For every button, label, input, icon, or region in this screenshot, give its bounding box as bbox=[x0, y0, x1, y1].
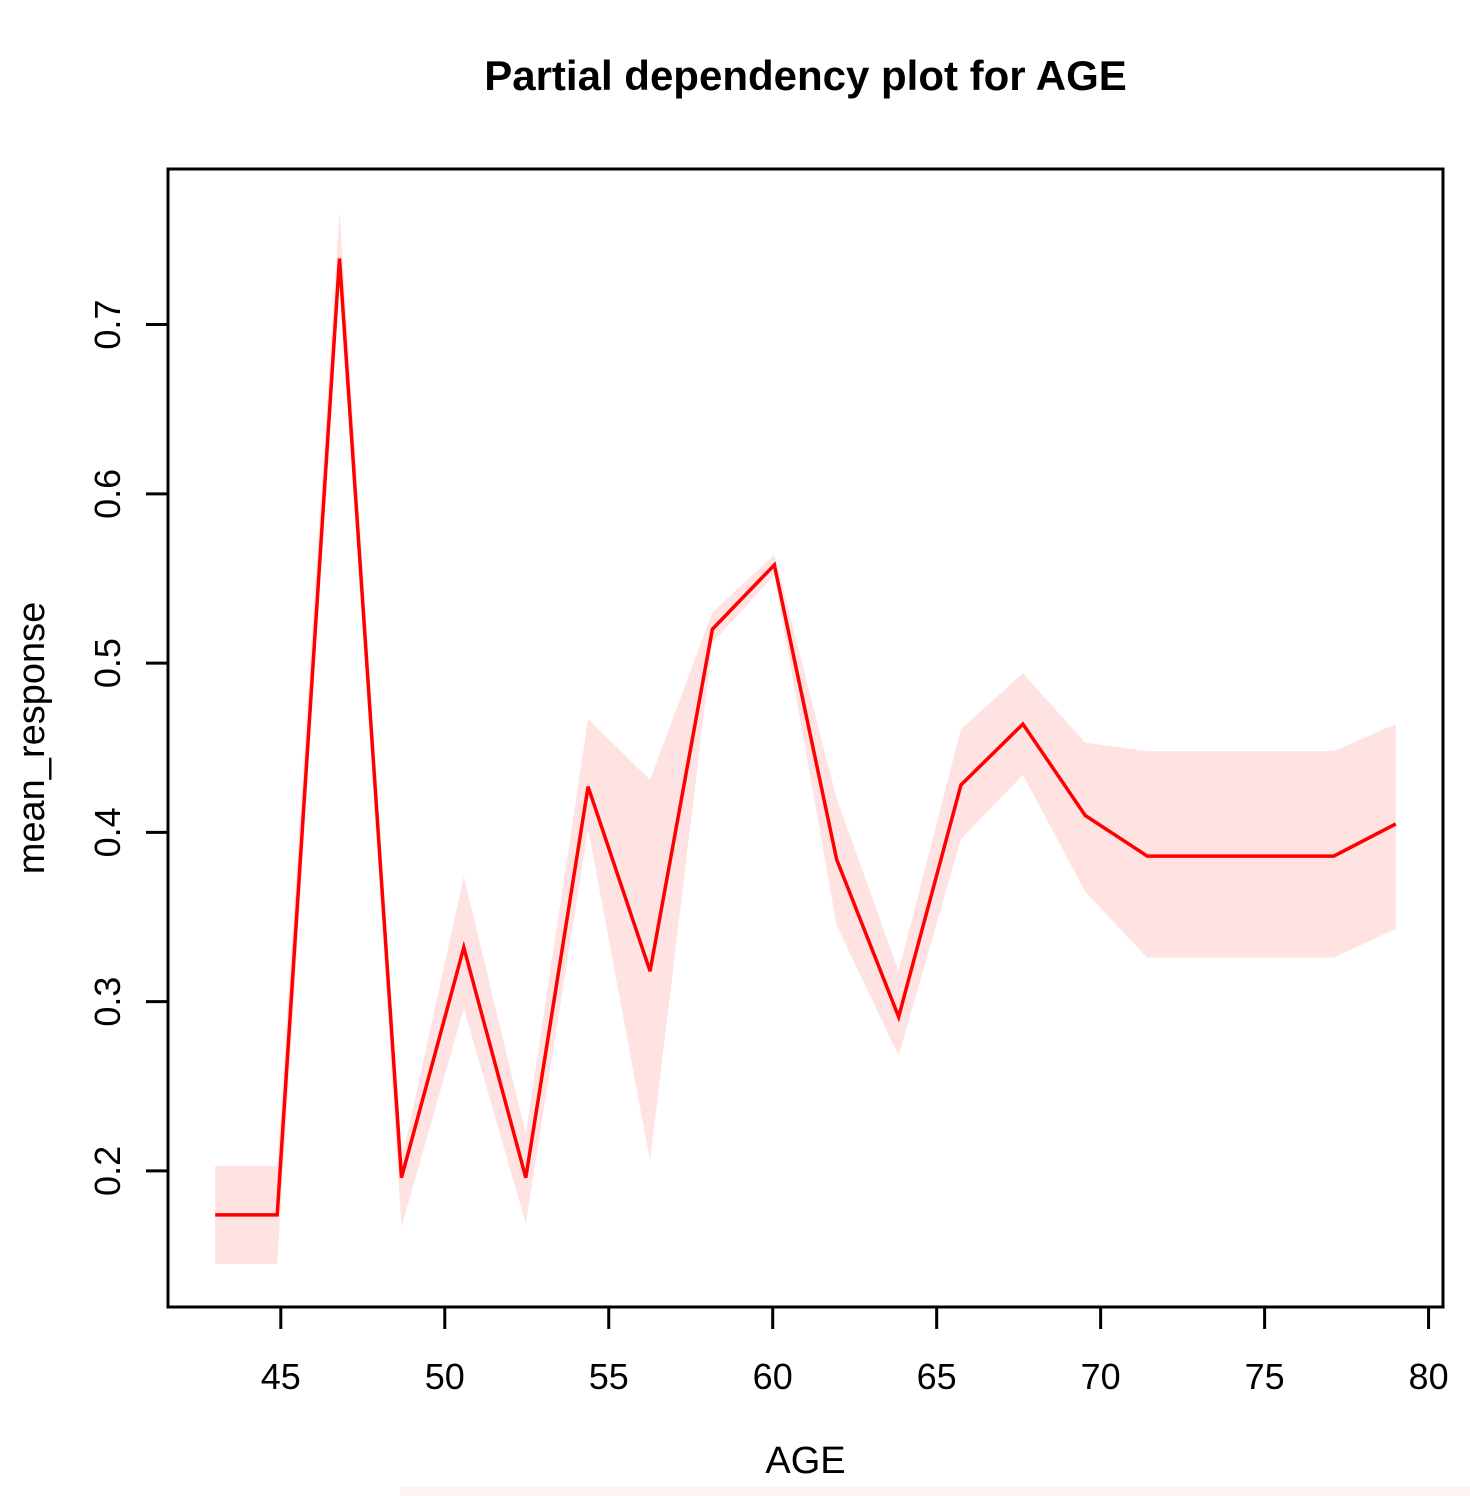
y-axis-label: mean_response bbox=[11, 602, 53, 875]
screenshot-edge-artifact bbox=[400, 1487, 1470, 1496]
y-tick-label: 0.3 bbox=[87, 977, 128, 1027]
x-tick-label: 55 bbox=[589, 1356, 629, 1397]
confidence-band bbox=[215, 211, 1396, 1265]
x-tick-label: 70 bbox=[1081, 1356, 1121, 1397]
mean_response-line bbox=[215, 258, 1397, 1217]
x-axis-label: AGE bbox=[765, 1440, 845, 1482]
x-axis-ticks: 45 50 55 60 65 70 75 80 bbox=[261, 1307, 1449, 1397]
x-tick-label: 65 bbox=[917, 1356, 957, 1397]
axes-group bbox=[166, 167, 1445, 1309]
confidence-band-group bbox=[215, 211, 1396, 1265]
x-tick-label: 60 bbox=[753, 1356, 793, 1397]
x-tick-label: 80 bbox=[1409, 1356, 1449, 1397]
y-tick-label: 0.2 bbox=[87, 1146, 128, 1196]
chart-title: Partial dependency plot for AGE bbox=[484, 52, 1127, 99]
y-tick-label: 0.7 bbox=[87, 300, 128, 350]
x-tick-label: 50 bbox=[425, 1356, 465, 1397]
y-tick-label: 0.5 bbox=[87, 638, 128, 688]
x-tick-label: 75 bbox=[1245, 1356, 1285, 1397]
y-tick-label: 0.4 bbox=[87, 807, 128, 857]
y-tick-label: 0.6 bbox=[87, 469, 128, 519]
y-axis-ticks: 0.2 0.3 0.4 0.5 0.6 0.7 bbox=[87, 300, 168, 1196]
mean-line-group bbox=[215, 258, 1397, 1217]
x-tick-label: 45 bbox=[261, 1356, 301, 1397]
plot-box bbox=[166, 167, 1445, 1309]
